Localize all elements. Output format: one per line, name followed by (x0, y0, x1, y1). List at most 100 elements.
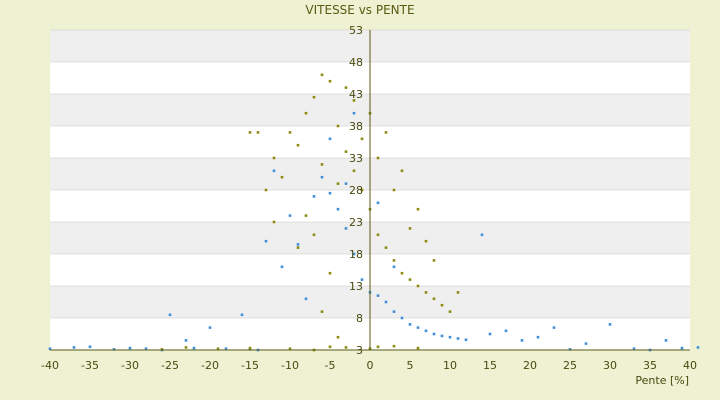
data-point (432, 297, 436, 301)
x-tick-label: 5 (407, 359, 414, 372)
data-point (480, 233, 484, 237)
data-point (328, 79, 332, 83)
y-tick-label: 8 (356, 312, 363, 325)
data-point (392, 265, 396, 269)
x-tick-label: 30 (603, 359, 617, 372)
data-point (456, 291, 460, 294)
data-point (424, 239, 428, 243)
data-point (336, 207, 340, 211)
data-point (400, 316, 404, 320)
data-point (296, 143, 300, 147)
data-point (192, 346, 196, 350)
y-tick-label: 33 (349, 152, 363, 165)
data-point (344, 346, 348, 349)
data-point (336, 124, 340, 128)
data-point (376, 233, 380, 237)
data-point (280, 175, 284, 179)
data-point (440, 303, 444, 307)
x-tick-labels: -40 -35 -30 -25 -20 -15 -10 -5 0 5 10 15 20 25 30 35 40 (41, 359, 697, 372)
data-point (216, 347, 220, 351)
data-point (248, 346, 252, 350)
x-tick-label: -15 (241, 359, 259, 372)
y-tick-label: 53 (349, 24, 363, 37)
data-point (320, 310, 324, 313)
data-point (520, 339, 524, 342)
data-point (272, 156, 276, 160)
data-point (360, 188, 364, 192)
data-point (608, 323, 612, 326)
data-point (328, 345, 332, 349)
data-point (288, 131, 292, 134)
y-tick-label: 3 (356, 344, 363, 357)
x-tick-label: -35 (81, 359, 99, 372)
data-point (416, 346, 420, 350)
x-tick-label: 10 (443, 359, 457, 372)
data-point (336, 335, 340, 339)
data-point (160, 348, 164, 351)
data-point (88, 345, 92, 349)
data-point (384, 246, 388, 249)
data-point (128, 346, 132, 350)
data-point (392, 259, 396, 262)
y-tick-label: 28 (349, 184, 363, 197)
data-point (424, 291, 428, 294)
y-tick-label: 13 (349, 280, 363, 293)
data-point (440, 334, 444, 338)
data-point (424, 329, 428, 333)
data-point (504, 329, 508, 333)
y-tick-label: 18 (349, 248, 363, 261)
data-point (392, 188, 396, 192)
x-tick-label: -30 (121, 359, 139, 372)
data-point (416, 284, 420, 288)
x-tick-label: 20 (523, 359, 537, 372)
data-point (432, 259, 436, 262)
data-point (168, 313, 172, 317)
data-point (432, 332, 436, 336)
data-point (352, 252, 356, 256)
y-tick-labels: 53 48 43 38 33 28 23 18 13 8 3 (349, 24, 363, 357)
x-tick-label: 15 (483, 359, 497, 372)
x-tick-label: 25 (563, 359, 577, 372)
data-point (312, 233, 316, 237)
data-point (408, 227, 412, 230)
data-point (256, 131, 260, 134)
data-point (352, 111, 356, 115)
data-point (464, 338, 468, 342)
data-points (48, 73, 700, 352)
data-point (376, 345, 380, 349)
data-point (320, 175, 324, 179)
data-point (328, 137, 332, 141)
data-point (312, 95, 316, 99)
data-point (392, 344, 396, 348)
x-tick-label: -5 (325, 359, 336, 372)
data-point (344, 86, 348, 89)
data-point (552, 326, 556, 329)
data-point (304, 214, 308, 217)
y-tick-label: 43 (349, 88, 363, 101)
data-point (48, 347, 52, 351)
data-point (376, 156, 380, 160)
data-point (400, 169, 404, 173)
data-point (384, 131, 388, 134)
data-point (288, 214, 292, 217)
y-tick-label: 23 (349, 216, 363, 229)
x-tick-label: -40 (41, 359, 59, 372)
data-point (376, 201, 380, 205)
x-tick-label: -20 (201, 359, 219, 372)
data-point (632, 347, 636, 351)
data-point (312, 195, 316, 198)
data-point (536, 335, 540, 339)
data-point (400, 271, 404, 275)
data-point (568, 348, 572, 351)
x-tick-label: -10 (281, 359, 299, 372)
data-point (352, 169, 356, 173)
data-point (184, 339, 188, 342)
data-point (448, 335, 452, 339)
x-axis-label: Pente [%] (635, 374, 689, 387)
data-point (72, 346, 76, 349)
data-point (376, 294, 380, 297)
x-tick-label: 35 (643, 359, 657, 372)
data-point (336, 182, 340, 185)
data-point (288, 347, 292, 351)
